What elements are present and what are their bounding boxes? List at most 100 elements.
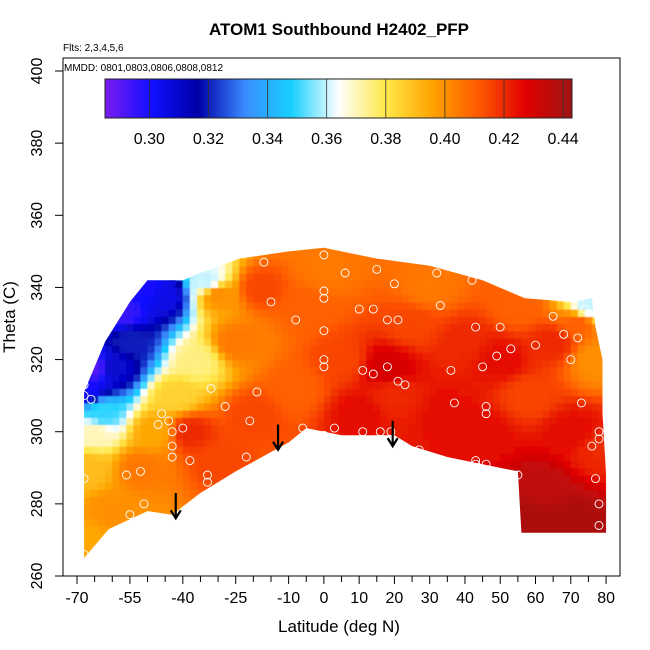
heat-cell [500, 301, 508, 310]
heat-cell [84, 352, 92, 361]
sample-point [492, 351, 502, 361]
chart-title: ATOM1 Southbound H2402_PFP [209, 20, 469, 39]
heat-cell [309, 309, 318, 317]
heat-cell [450, 330, 459, 339]
heat-cell [366, 381, 374, 389]
heat-cell [288, 539, 297, 548]
heat-cell [465, 294, 473, 303]
heat-cell [493, 323, 501, 332]
heat-cell [267, 532, 276, 541]
heat-cell [211, 352, 219, 361]
heat-cell [112, 323, 120, 332]
colorbar-segment [306, 79, 310, 118]
heat-cell [465, 402, 473, 411]
heat-cell [429, 539, 438, 548]
heat-cell [161, 525, 170, 534]
heat-cell [465, 258, 473, 267]
colorbar-segment [140, 79, 144, 118]
heat-cell [591, 511, 600, 519]
heat-cell [119, 475, 127, 483]
heat-cell [528, 294, 537, 303]
heat-cell [204, 287, 212, 296]
heat-cell [168, 337, 177, 346]
sample-point [319, 355, 329, 365]
heat-cell [507, 417, 515, 426]
heat-cell [232, 374, 240, 382]
heat-cell [338, 366, 346, 375]
heat-cell [514, 265, 523, 274]
heat-cell [309, 496, 318, 505]
heat-cell [225, 247, 233, 252]
heat-cell [133, 539, 142, 548]
heat-cell [295, 352, 304, 361]
heat-cell [380, 489, 388, 498]
heat-cell [394, 359, 403, 368]
heat-cell [556, 287, 565, 296]
heat-cell [401, 258, 410, 267]
heat-cell [295, 323, 304, 332]
heat-cell [415, 460, 424, 469]
heat-cell [316, 309, 325, 317]
heat-cell [84, 438, 85, 447]
heat-cell [422, 388, 431, 397]
heat-cell [500, 309, 508, 317]
heat-cell [387, 287, 396, 296]
heat-cell [105, 273, 113, 281]
heat-cell [175, 467, 184, 476]
heat-cell [84, 323, 85, 332]
heat-cell [599, 330, 607, 339]
heat-cell [542, 258, 551, 267]
heat-cell [323, 475, 332, 483]
heat-cell [429, 345, 438, 353]
heat-cell [267, 410, 276, 418]
heat-cell [577, 410, 586, 418]
heat-cell [366, 446, 374, 454]
heat-cell [309, 251, 318, 260]
heat-cell [429, 467, 438, 476]
heat-cell [196, 410, 205, 418]
heat-cell [274, 323, 283, 332]
heat-cell [140, 309, 149, 317]
heat-cell [154, 294, 163, 303]
heat-cell [570, 352, 579, 361]
heat-cell [175, 446, 184, 454]
heat-cell [599, 388, 607, 397]
heat-cell [338, 359, 346, 368]
heat-cell [556, 482, 565, 490]
heat-cell [323, 539, 332, 548]
heat-cell [450, 467, 459, 476]
heat-cell [98, 352, 106, 361]
heat-cell [486, 518, 494, 527]
heat-cell [472, 446, 480, 454]
heat-cell [232, 446, 240, 454]
heat-cell [528, 417, 537, 426]
heat-cell [563, 453, 572, 462]
heat-cell [288, 330, 297, 339]
heat-cell [225, 431, 233, 440]
heat-cell [528, 446, 537, 454]
heat-cell [154, 511, 163, 519]
heat-cell [140, 258, 149, 267]
heat-cell [288, 402, 297, 411]
heat-cell [112, 280, 120, 288]
heat-cell [542, 482, 551, 490]
heat-cell [119, 359, 127, 368]
heat-cell [154, 352, 163, 361]
heat-cell [535, 280, 544, 288]
heat-cell [274, 287, 283, 296]
heat-cell [366, 287, 374, 296]
heat-cell [196, 287, 205, 296]
heat-cell [161, 547, 170, 555]
heat-cell [408, 337, 417, 346]
heat-cell [253, 402, 262, 411]
heat-cell [119, 352, 127, 361]
heat-cell [91, 496, 99, 505]
heat-cell [112, 446, 120, 454]
heat-cell [528, 345, 537, 353]
heat-cell [196, 496, 205, 505]
sample-point [167, 427, 177, 437]
heat-cell [450, 496, 459, 505]
heat-cell [295, 345, 304, 353]
heat-cell [246, 337, 254, 346]
colorbar-segment [148, 79, 153, 118]
